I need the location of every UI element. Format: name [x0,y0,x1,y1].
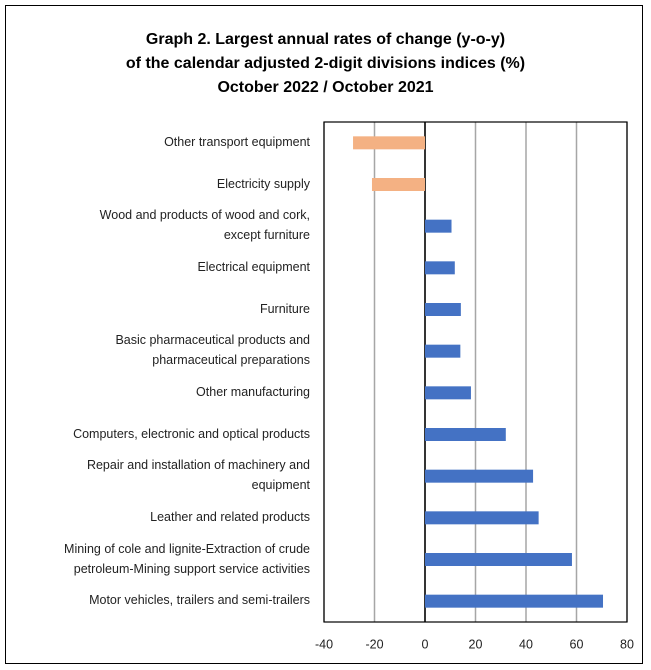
bar [425,261,455,275]
bar [425,386,471,400]
bar [371,178,425,191]
bar [425,219,452,233]
y-tick-label: Electricity supply [216,176,310,191]
plot-border [323,121,628,623]
y-tick-label: Motor vehicles, trailers and semi-traile… [89,593,310,608]
bar [425,344,461,358]
y-tick-label: Electrical equipment [197,259,310,274]
x-tick-label: 20 [469,637,483,651]
x-tick-label: 40 [519,637,533,651]
x-tick-label: -40 [315,637,333,651]
y-tick-label: Mining of cole and lignite-Extraction of… [64,541,310,576]
bar [425,303,461,316]
bar [425,469,534,483]
chart-title: Graph 2. Largest annual rates of change … [125,31,526,96]
y-tick-label: Wood and products of wood and cork, exce… [99,208,310,243]
x-tick-label: 0 [422,637,429,651]
y-tick-label: Basic pharmaceutical products and pharma… [115,333,310,368]
y-tick-label: Other manufacturing [196,384,310,399]
x-tick-label: -20 [365,637,383,651]
x-tick-label: 80 [620,637,634,651]
y-tick-label: Leather and related products [150,509,310,524]
bar [425,553,572,566]
bar [425,594,604,608]
bar [425,511,539,525]
y-tick-label: Other transport equipment [164,134,310,149]
y-tick-label: Repair and installation of machinery and… [86,458,310,493]
y-tick-label: Computers, electronic and optical produc… [73,426,310,441]
bar [353,136,425,150]
bar [425,428,506,441]
y-tick-label: Furniture [259,301,310,316]
x-tick-label: 60 [570,637,584,651]
frame [5,5,643,664]
